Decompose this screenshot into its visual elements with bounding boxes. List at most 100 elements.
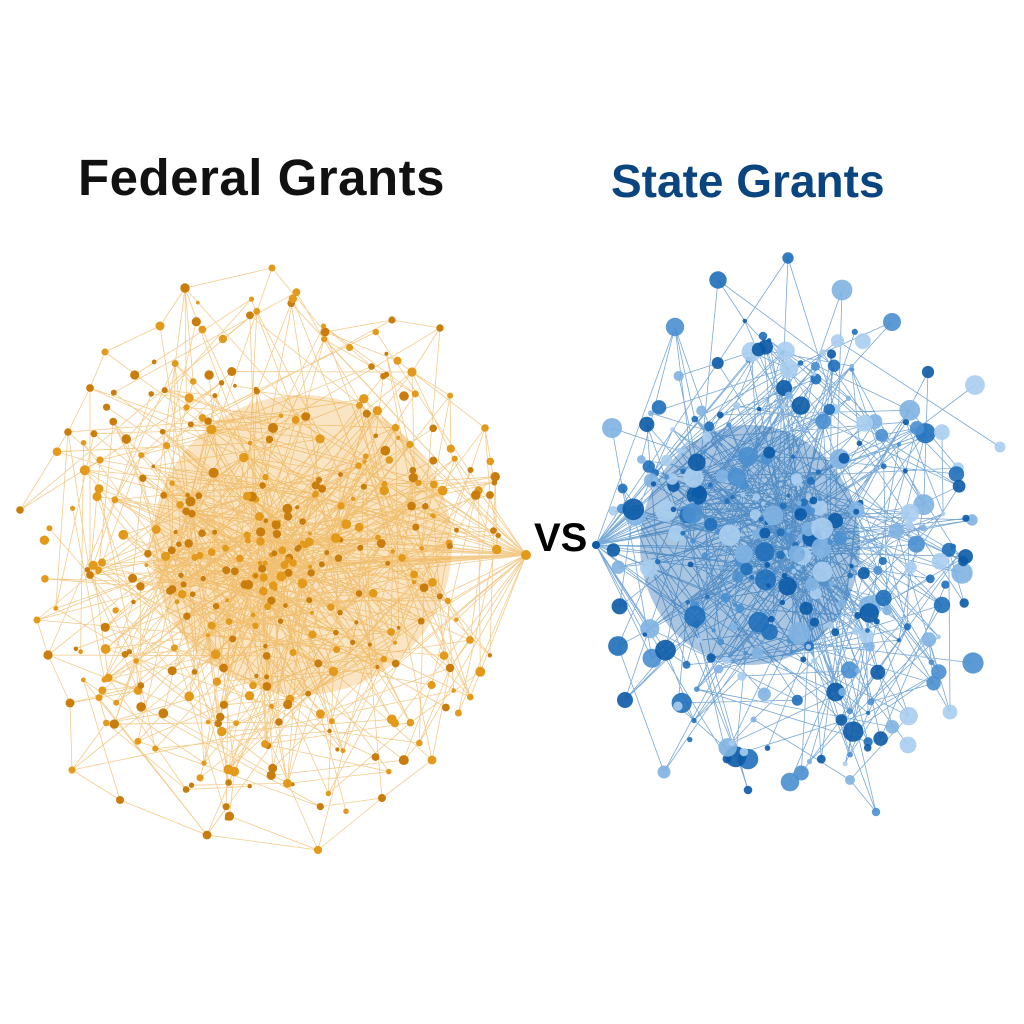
state-node bbox=[761, 623, 778, 641]
state-node bbox=[789, 564, 795, 571]
federal-node bbox=[202, 830, 212, 840]
federal-node bbox=[247, 784, 252, 789]
state-node bbox=[921, 632, 937, 647]
federal-node bbox=[362, 409, 371, 418]
state-node bbox=[867, 698, 875, 706]
federal-node bbox=[204, 417, 212, 425]
state-node bbox=[951, 562, 973, 584]
federal-node bbox=[136, 702, 146, 712]
federal-node bbox=[265, 435, 274, 444]
state-node bbox=[873, 618, 880, 625]
state-node bbox=[611, 598, 628, 615]
federal-node bbox=[170, 644, 178, 652]
state-node bbox=[934, 424, 950, 441]
federal-node bbox=[399, 391, 409, 401]
state-network-edges bbox=[595, 257, 1001, 813]
federal-node bbox=[333, 646, 341, 654]
state-node bbox=[815, 413, 831, 430]
state-node bbox=[716, 469, 729, 483]
state-node bbox=[788, 622, 811, 645]
federal-node bbox=[362, 453, 369, 460]
federal-node bbox=[431, 513, 436, 519]
federal-node bbox=[207, 548, 216, 556]
state-node bbox=[933, 596, 951, 614]
state-node bbox=[751, 647, 764, 659]
federal-node bbox=[398, 755, 409, 766]
federal-node bbox=[313, 845, 323, 855]
state-node bbox=[776, 550, 785, 560]
federal-node bbox=[375, 534, 381, 541]
federal-node bbox=[486, 457, 495, 466]
state-node bbox=[875, 589, 892, 607]
federal-node bbox=[225, 598, 230, 603]
federal-node bbox=[417, 617, 425, 625]
federal-node bbox=[258, 564, 267, 573]
federal-node bbox=[259, 573, 268, 582]
state-node bbox=[782, 252, 794, 264]
federal-node bbox=[355, 590, 363, 597]
federal-node bbox=[128, 573, 138, 583]
federal-node bbox=[330, 533, 341, 543]
state-node bbox=[749, 574, 755, 581]
state-node bbox=[714, 664, 724, 674]
state-node bbox=[719, 524, 741, 546]
federal-node bbox=[88, 560, 98, 570]
federal-node bbox=[230, 567, 239, 576]
state-node bbox=[665, 317, 685, 337]
federal-node bbox=[409, 466, 417, 474]
state-node bbox=[827, 359, 841, 372]
federal-node bbox=[337, 609, 343, 616]
federal-node bbox=[174, 599, 180, 605]
federal-node bbox=[79, 465, 90, 476]
federal-node bbox=[301, 412, 311, 421]
federal-node bbox=[110, 389, 117, 396]
federal-node bbox=[189, 378, 197, 385]
federal-node bbox=[158, 708, 169, 719]
state-node bbox=[740, 562, 753, 576]
federal-node bbox=[46, 525, 53, 532]
federal-hub-node bbox=[521, 550, 531, 560]
federal-node bbox=[467, 693, 474, 701]
state-node bbox=[805, 644, 812, 650]
federal-node bbox=[130, 370, 140, 380]
federal-node bbox=[113, 699, 120, 706]
state-node bbox=[940, 511, 946, 516]
federal-node bbox=[407, 367, 417, 377]
federal-node bbox=[335, 747, 340, 752]
federal-node bbox=[308, 531, 312, 536]
state-node bbox=[959, 598, 969, 608]
state-node bbox=[750, 716, 757, 723]
state-node bbox=[696, 637, 702, 644]
federal-node bbox=[253, 388, 260, 395]
federal-node bbox=[144, 563, 149, 567]
federal-node bbox=[324, 550, 330, 556]
federal-node bbox=[278, 546, 287, 555]
state-node bbox=[617, 692, 633, 708]
federal-node bbox=[410, 570, 419, 579]
state-node bbox=[815, 469, 822, 475]
federal-node bbox=[428, 577, 437, 587]
federal-node bbox=[355, 462, 362, 470]
state-node bbox=[845, 775, 855, 785]
state-node bbox=[779, 599, 786, 606]
federal-node bbox=[360, 483, 367, 490]
state-node bbox=[811, 657, 818, 664]
federal-node bbox=[427, 680, 436, 690]
state-node bbox=[830, 334, 845, 348]
federal-node bbox=[391, 423, 400, 432]
federal-node bbox=[182, 507, 190, 516]
federal-node bbox=[328, 718, 335, 725]
federal-node bbox=[446, 543, 453, 550]
state-node bbox=[863, 737, 873, 747]
federal-node bbox=[53, 606, 59, 611]
federal-node bbox=[210, 649, 221, 660]
federal-edge-bundle bbox=[19, 267, 527, 851]
state-node bbox=[797, 360, 804, 366]
state-node bbox=[735, 604, 745, 613]
state-node bbox=[687, 736, 693, 743]
federal-node bbox=[173, 529, 178, 535]
federal-node bbox=[471, 490, 481, 500]
federal-node bbox=[396, 626, 401, 630]
federal-node bbox=[368, 588, 378, 598]
